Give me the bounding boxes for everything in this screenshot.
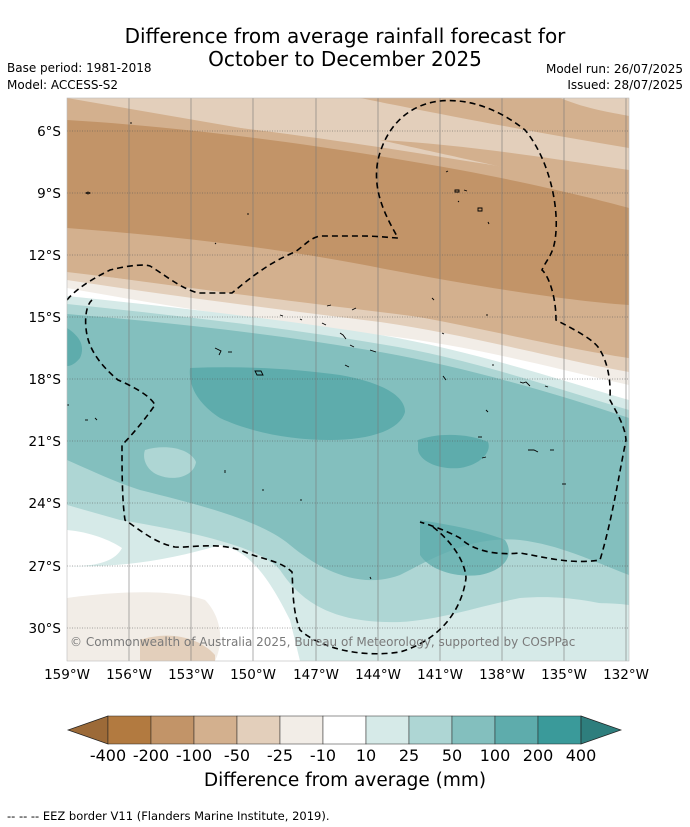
lon-gridlines (128, 98, 627, 661)
lon-label: 150°W (230, 667, 276, 683)
lat-label: 15°S (29, 310, 62, 326)
colorbar-extend-high (580, 715, 623, 745)
colorbar-tick: 50 (442, 746, 462, 765)
lat-label: 6°S (37, 124, 61, 140)
colorbar-tick: -200 (133, 746, 169, 765)
band-plus-100-west (67, 328, 83, 366)
band-minus-100 (67, 120, 629, 340)
colorbar-tick: 200 (523, 746, 554, 765)
map-title-line1: Difference from average rainfall forecas… (124, 24, 566, 48)
colorbar-cell (451, 715, 496, 745)
colorbar-cell (107, 715, 152, 745)
colorbar (66, 715, 623, 745)
model-name: Model: ACCESS-S2 (7, 78, 119, 92)
colorbar-tick: 100 (480, 746, 511, 765)
colorbar-tick: 10 (356, 746, 376, 765)
eez-legend: -- -- -- EEZ border V11 (Flanders Marine… (7, 809, 330, 823)
model-run: Model run: 26/07/2025 (545, 62, 683, 76)
lat-gridlines (67, 130, 629, 629)
band-plus-100-central (189, 367, 405, 440)
colorbar-ticks: -400 -200 -100 -50 -25 -10 10 25 50 100 … (90, 746, 596, 765)
map-credit: © Commonwealth of Australia 2025, Bureau… (70, 635, 575, 649)
lat-label: 12°S (29, 248, 62, 264)
colorbar-cell (408, 715, 453, 745)
band-plus-100-east (418, 434, 489, 469)
lat-label: 9°S (37, 186, 61, 202)
lon-label: 156°W (106, 667, 152, 683)
lon-labels: 159°W 156°W 153°W 150°W 147°W 144°W 141°… (44, 667, 649, 683)
colorbar-cell (279, 715, 324, 745)
colorbar-tick: -50 (224, 746, 250, 765)
lat-label: 27°S (29, 559, 62, 575)
lon-label: 159°W (44, 667, 90, 683)
lat-labels: 6°S 9°S 12°S 15°S 18°S 21°S 24°S 27°S 30… (29, 124, 62, 637)
issued-date: Issued: 28/07/2025 (567, 78, 683, 92)
colorbar-cell (537, 715, 582, 745)
lat-label: 30°S (29, 621, 62, 637)
islands (67, 122, 566, 580)
base-period: Base period: 1981-2018 (7, 61, 152, 75)
colorbar-tick: -25 (267, 746, 293, 765)
colorbar-cell (150, 715, 195, 745)
colorbar-tick: 400 (566, 746, 597, 765)
colorbar-tick: -10 (310, 746, 336, 765)
eez-borders (67, 99, 627, 655)
colorbar-cell (494, 715, 539, 745)
lon-label: 144°W (355, 667, 401, 683)
lon-label: 153°W (168, 667, 214, 683)
colorbar-tick: -100 (176, 746, 212, 765)
colorbar-tick: -400 (90, 746, 126, 765)
colorbar-cell (322, 715, 367, 745)
map-title-line2: October to December 2025 (208, 47, 482, 71)
lat-label: 21°S (29, 434, 62, 450)
colorbar-tick: 25 (399, 746, 419, 765)
lon-label: 138°W (479, 667, 525, 683)
lon-label: 147°W (293, 667, 339, 683)
colorbar-cell (365, 715, 410, 745)
lon-label: 135°W (541, 667, 587, 683)
lat-label: 24°S (29, 496, 62, 512)
colorbar-cell (193, 715, 238, 745)
lon-label: 141°W (417, 667, 463, 683)
colorbar-extend-low (66, 715, 109, 745)
map-fill (67, 98, 629, 661)
lon-label: 132°W (603, 667, 649, 683)
colorbar-cell (236, 715, 281, 745)
colorbar-title: Difference from average (mm) (203, 770, 487, 791)
lat-label: 18°S (29, 372, 62, 388)
